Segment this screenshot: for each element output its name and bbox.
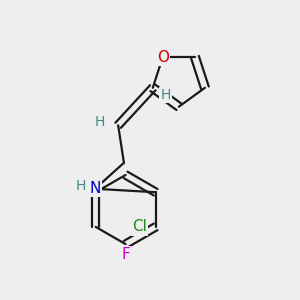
Text: F: F <box>121 247 130 262</box>
Text: O: O <box>157 50 169 64</box>
Text: H: H <box>94 116 105 129</box>
Text: Cl: Cl <box>132 219 147 234</box>
Text: H: H <box>76 179 86 193</box>
Text: H: H <box>160 88 171 102</box>
Text: N: N <box>89 181 101 196</box>
